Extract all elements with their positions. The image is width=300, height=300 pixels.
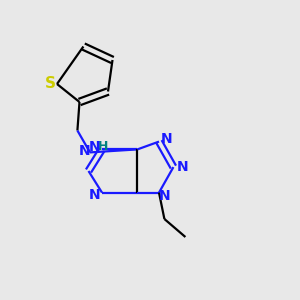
- Text: N: N: [161, 132, 172, 146]
- Text: N: N: [89, 188, 100, 202]
- Text: H: H: [98, 140, 108, 153]
- Text: N: N: [177, 160, 188, 174]
- Text: S: S: [45, 76, 56, 92]
- Text: N: N: [89, 140, 100, 154]
- Text: N: N: [79, 144, 90, 158]
- Text: N: N: [159, 189, 171, 202]
